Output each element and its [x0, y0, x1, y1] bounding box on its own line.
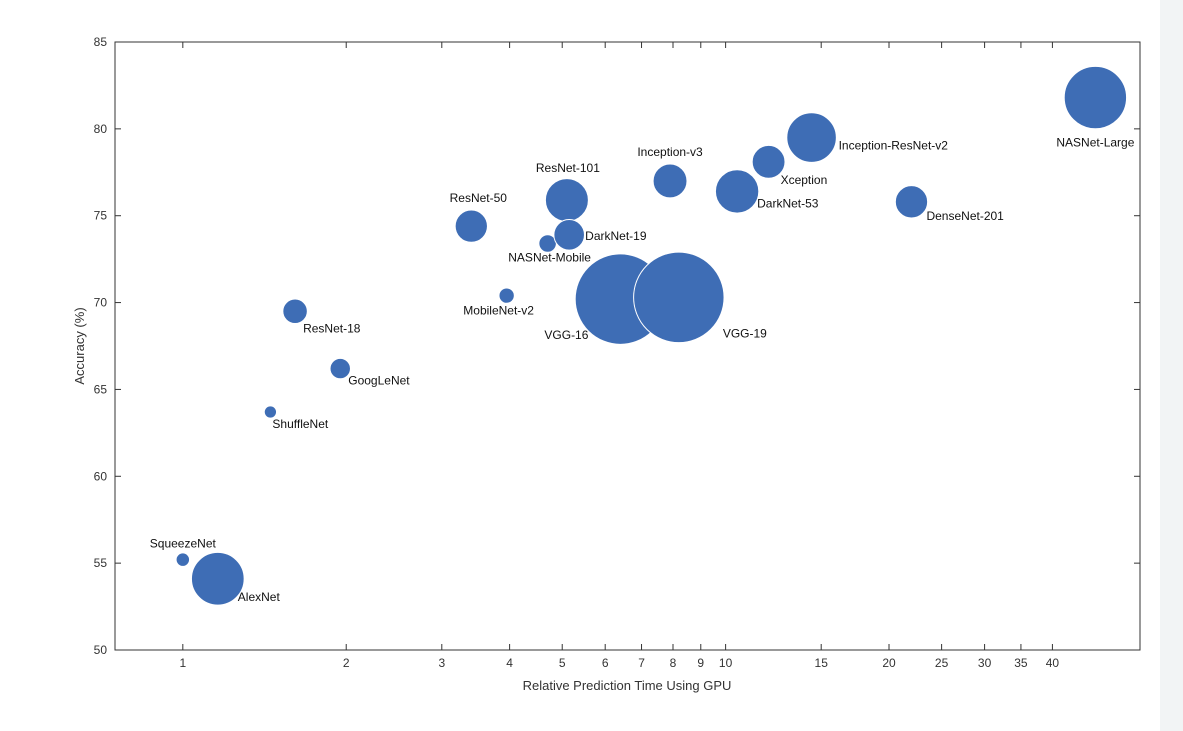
- x-tick-label: 30: [978, 656, 992, 670]
- bubble-label: SqueezeNet: [150, 537, 217, 551]
- bubble: [544, 178, 589, 223]
- y-tick-label: 70: [94, 296, 108, 310]
- bubble: [894, 185, 929, 219]
- bubble-label: DenseNet-201: [926, 209, 1004, 223]
- bubble: [498, 287, 515, 304]
- x-tick-label: 20: [882, 656, 896, 670]
- bubble-label: DarkNet-19: [585, 229, 647, 243]
- bubble: [714, 169, 760, 214]
- x-tick-label: 25: [935, 656, 949, 670]
- y-tick-label: 80: [94, 122, 108, 136]
- y-tick-label: 55: [94, 556, 108, 570]
- bubble-label: NASNet-Mobile: [508, 251, 591, 265]
- bubble-label: DarkNet-53: [757, 196, 819, 210]
- x-axis-title: Relative Prediction Time Using GPU: [523, 678, 732, 693]
- bubble: [751, 144, 786, 179]
- bubble: [263, 405, 278, 419]
- x-tick-label: 10: [719, 656, 733, 670]
- bubble-label: AlexNet: [238, 590, 281, 604]
- bubble: [553, 219, 585, 251]
- bubble: [786, 112, 837, 163]
- y-tick-label: 75: [94, 209, 108, 223]
- bubble: [175, 552, 191, 567]
- bubble-label: ResNet-101: [536, 161, 600, 175]
- x-tick-label: 15: [815, 656, 829, 670]
- bubble: [329, 357, 351, 380]
- bubble-labels: SqueezeNet AlexNet ShuffleNet ResNet-18 Goog…: [150, 136, 1135, 604]
- x-axis: 1 2 3 4 5 6 7 8 9 10 15 20 25 30 35 40: [179, 42, 1059, 670]
- bubble-label: Xception: [781, 173, 828, 187]
- y-axis: 50 55 60 65 70 75 80 85: [94, 35, 1140, 657]
- y-tick-label: 50: [94, 643, 108, 657]
- right-edge-band: [1160, 0, 1183, 731]
- y-tick-label: 85: [94, 35, 108, 49]
- x-tick-label: 5: [559, 656, 566, 670]
- x-tick-label: 4: [506, 656, 513, 670]
- bubble: [1063, 65, 1128, 130]
- bubble: [190, 551, 245, 606]
- bubble: [633, 251, 725, 344]
- bubble-label: Inception-ResNet-v2: [839, 139, 949, 153]
- bubble-label: Inception-v3: [637, 145, 703, 159]
- x-tick-label: 2: [343, 656, 350, 670]
- bubble-label: ResNet-18: [303, 321, 361, 335]
- x-tick-label: 3: [438, 656, 445, 670]
- bubble: [282, 298, 308, 325]
- x-tick-label: 8: [670, 656, 677, 670]
- y-axis-title: Accuracy (%): [72, 307, 87, 384]
- bubble-label: ResNet-50: [450, 191, 508, 205]
- x-tick-label: 40: [1046, 656, 1060, 670]
- bubble-label: VGG-16: [544, 328, 588, 342]
- plot-area: [114, 41, 1141, 651]
- bubble: [652, 163, 688, 199]
- bubble-label: NASNet-Large: [1056, 136, 1134, 150]
- x-tick-label: 1: [179, 656, 186, 670]
- bubble: [454, 209, 488, 243]
- x-tick-label: 6: [602, 656, 609, 670]
- x-tick-label: 35: [1014, 656, 1028, 670]
- bubble-label: ShuffleNet: [272, 417, 328, 431]
- x-tick-label: 7: [638, 656, 645, 670]
- bubble-label: VGG-19: [723, 326, 767, 340]
- bubble-label: GoogLeNet: [348, 374, 410, 388]
- x-tick-label: 9: [697, 656, 704, 670]
- bubble-series: [175, 65, 1128, 606]
- bubble-label: MobileNet-v2: [463, 304, 534, 318]
- y-tick-label: 60: [94, 469, 108, 483]
- y-tick-label: 65: [94, 382, 108, 396]
